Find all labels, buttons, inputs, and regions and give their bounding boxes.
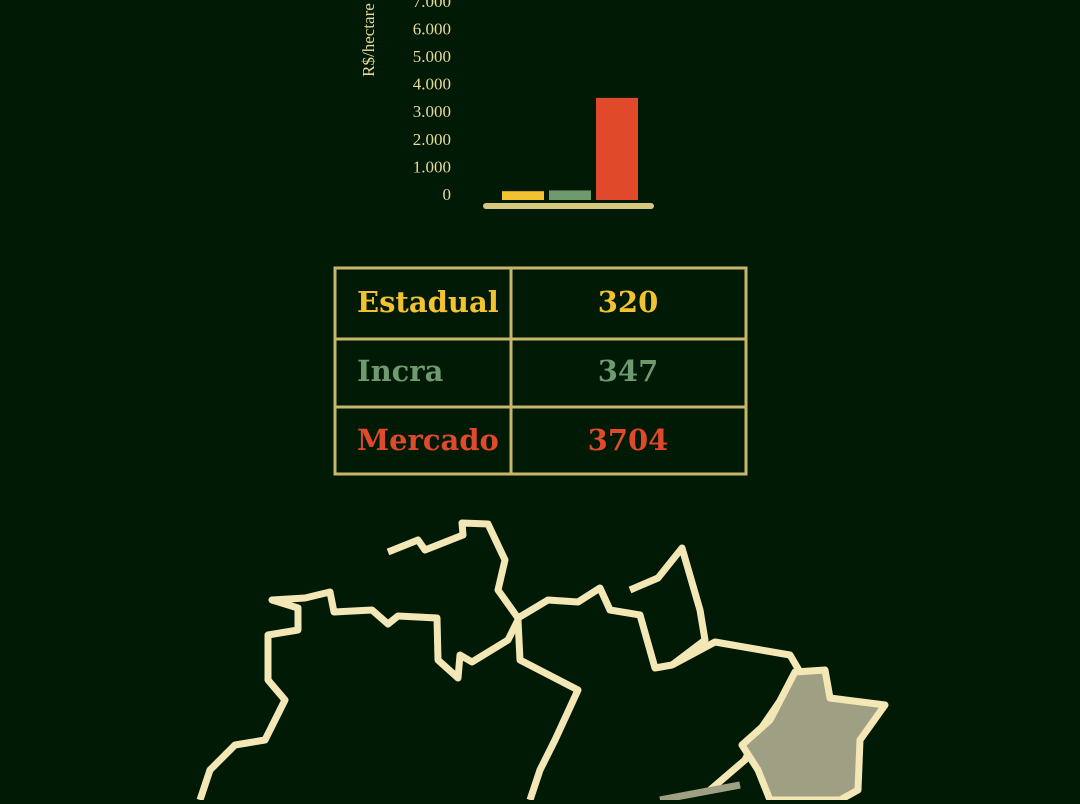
y-tick-label: 0 bbox=[443, 185, 452, 204]
table-grid bbox=[333, 266, 748, 476]
y-axis-label: R$/hectare bbox=[359, 3, 378, 77]
row-label: Mercado bbox=[357, 423, 499, 457]
bar bbox=[549, 190, 591, 200]
y-tick-label: 6.000 bbox=[413, 19, 451, 38]
row-label: Incra bbox=[357, 354, 444, 388]
map bbox=[196, 519, 889, 804]
y-tick-label: 4.000 bbox=[413, 75, 451, 94]
y-tick-label: 2.000 bbox=[413, 130, 451, 149]
region-outline bbox=[659, 781, 741, 804]
region-outline bbox=[386, 519, 521, 621]
row-value: 347 bbox=[598, 354, 659, 388]
region-outline bbox=[196, 588, 582, 802]
y-tick-label: 5.000 bbox=[413, 47, 451, 66]
highlighted-region bbox=[738, 666, 889, 804]
row-value: 3704 bbox=[588, 423, 669, 457]
row-value: 320 bbox=[598, 285, 659, 319]
baseline bbox=[483, 203, 654, 209]
bar bbox=[502, 191, 544, 200]
bar bbox=[596, 97, 638, 200]
y-tick-label: 3.000 bbox=[413, 102, 451, 121]
table-border bbox=[333, 266, 748, 476]
row-label: Estadual bbox=[357, 285, 499, 319]
y-tick-label: 7.000 bbox=[413, 0, 451, 11]
region-outline bbox=[516, 544, 709, 672]
y-tick-label: 1.000 bbox=[413, 157, 451, 176]
